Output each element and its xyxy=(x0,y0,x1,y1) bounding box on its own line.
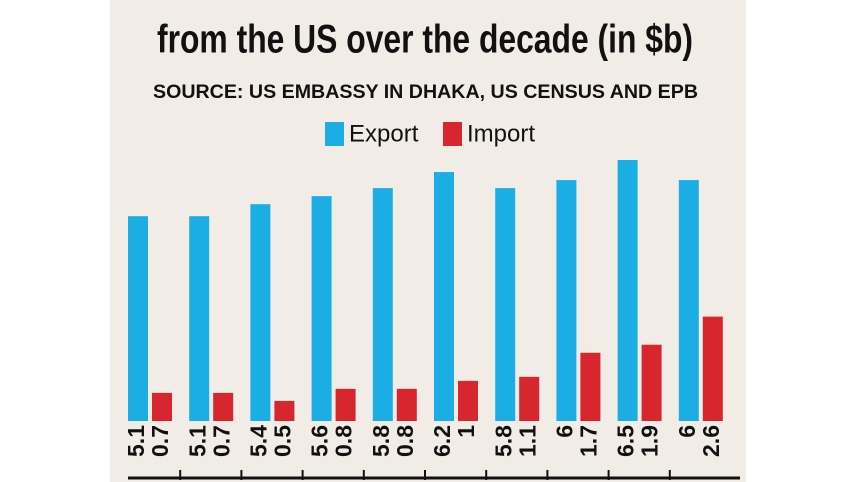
bar xyxy=(335,388,356,421)
value-label: 5.6 xyxy=(307,425,333,457)
value-label: 6.5 xyxy=(613,425,639,457)
bar xyxy=(274,400,295,421)
value-label: 0.5 xyxy=(269,425,295,457)
value-label: 5.8 xyxy=(490,425,516,457)
bar xyxy=(434,172,454,421)
value-label: 5.4 xyxy=(245,425,271,457)
bar xyxy=(213,392,234,421)
value-label: 0.8 xyxy=(392,425,418,457)
value-label: 2.6 xyxy=(698,425,724,457)
bar xyxy=(311,196,332,421)
bar xyxy=(128,216,148,421)
chart-subtitle: SOURCE: US EMBASSY IN DHAKA, US CENSUS A… xyxy=(153,82,698,103)
value-label: 6 xyxy=(674,425,700,438)
value-label: 1.9 xyxy=(637,425,663,457)
legend-label: Export xyxy=(349,120,419,147)
value-label: 5.8 xyxy=(368,425,394,457)
bar xyxy=(556,180,577,421)
bar xyxy=(458,380,478,421)
bar xyxy=(250,204,271,421)
value-label: 5.1 xyxy=(184,425,210,457)
value-label: 5.1 xyxy=(123,425,149,457)
bar xyxy=(617,160,638,421)
bar xyxy=(372,188,393,421)
legend-label: Import xyxy=(467,120,535,147)
value-label: 6.2 xyxy=(429,425,455,457)
bar xyxy=(678,180,699,421)
bar xyxy=(702,316,723,421)
bar xyxy=(580,352,601,421)
value-label: 0.8 xyxy=(331,425,357,457)
bar xyxy=(152,392,172,421)
legend-swatch xyxy=(443,122,462,146)
bar xyxy=(495,188,516,421)
bar xyxy=(641,344,662,421)
value-label: 1 xyxy=(453,425,479,438)
value-label: 0.7 xyxy=(208,425,234,457)
chart-title: from the US over the decade (in $b) xyxy=(157,18,693,62)
bar xyxy=(189,216,210,421)
value-label: 1.7 xyxy=(575,425,601,457)
value-label: 0.7 xyxy=(147,425,173,457)
bar xyxy=(396,388,417,421)
legend-swatch xyxy=(325,122,344,146)
value-label: 1.1 xyxy=(514,425,540,457)
bar xyxy=(519,376,540,421)
value-label: 6 xyxy=(551,425,577,438)
